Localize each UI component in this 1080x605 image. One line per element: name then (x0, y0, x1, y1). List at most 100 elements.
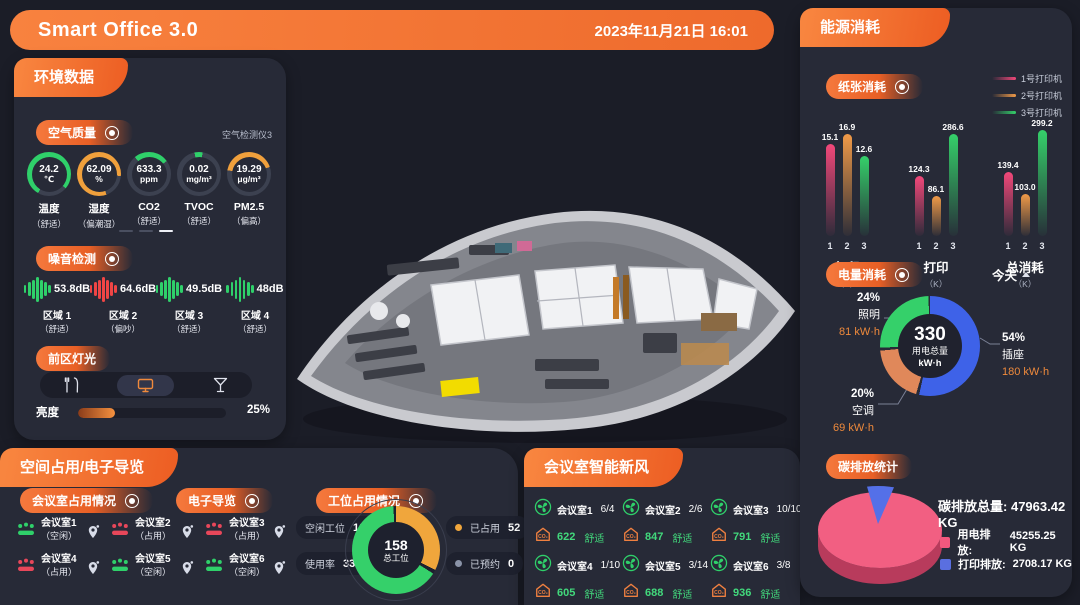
energy-panel: 能源消耗 纸张消耗 1号打印机 2号打印机 3号打印机 15.1 16.9 12… (800, 8, 1072, 597)
locate-pin-icon[interactable] (272, 560, 286, 576)
waveform-icon (155, 276, 184, 302)
chevron-up-icon (1022, 272, 1031, 277)
carbon-power-swatch (940, 536, 951, 548)
gauge-ring: 633.3 ppm (127, 152, 171, 196)
header-datetime: 2023年11月21日 16:01 (594, 22, 748, 40)
occupied-dot (455, 524, 462, 531)
air-quality-section-header: 空气质量 (36, 120, 134, 145)
co2-icon: CO₂ (534, 582, 552, 604)
reserved-stat: 已预约 0 (446, 552, 524, 575)
meeting-room-item[interactable]: 会议室4 （占用） (16, 554, 77, 578)
meeting-room-item[interactable]: 会议室5 （空闲） (110, 554, 171, 578)
power-donut-chart: 330 用电总量 kW·h (880, 296, 980, 396)
meeting-table-icon (204, 522, 224, 538)
target-icon[interactable] (895, 79, 910, 94)
power-label-lighting: 24% 照明 81 kW·h (839, 292, 880, 338)
gauge-ring: 62.09% (77, 152, 121, 196)
meeting-room-item[interactable]: 会议室2 （占用） (110, 518, 171, 542)
target-icon[interactable] (245, 493, 260, 508)
environment-panel: 环境数据 空气质量 空气检测仪3 24.2 ℃ 温度 （舒适） 62.09% 湿度（… (14, 58, 286, 440)
brightness-fill (78, 408, 115, 418)
brightness-label: 亮度 (36, 407, 59, 419)
locate-pin-icon[interactable] (86, 524, 100, 540)
meeting-table-icon (110, 522, 130, 538)
vent-room-header: 会议室1 6/4 (534, 498, 614, 521)
locate-pin-icon[interactable] (180, 560, 194, 576)
carbon-legend-print: 打印排放: 2708.17 KG (940, 556, 1072, 572)
cocktail-icon (213, 377, 227, 393)
energy-panel-title: 能源消耗 (800, 8, 951, 47)
svg-text:CO₂: CO₂ (626, 590, 636, 596)
app-title: Smart Office 3.0 (38, 18, 199, 41)
locate-pin-icon[interactable] (272, 524, 286, 540)
paper-bar-chart: 15.1 16.9 12.6 123 复印 （K） 124.3 86.1 286… (814, 118, 1058, 290)
gauge-carousel-indicator[interactable] (119, 230, 173, 232)
fan-icon (622, 498, 640, 521)
waveform-icon (226, 276, 254, 302)
noise-label: 噪音检测 (48, 252, 97, 266)
carbon-section-header: 碳排放统计 (826, 454, 913, 479)
locate-pin-icon[interactable] (86, 560, 100, 576)
mode-screen-button[interactable] (117, 374, 175, 396)
target-icon[interactable] (895, 267, 910, 282)
office-3d-floorplan[interactable] (283, 183, 807, 451)
vent-room-co2: CO₂ 791 舒适 (710, 526, 780, 548)
meeting-room-item[interactable]: 会议室3 （占用） (204, 518, 265, 542)
fan-icon (622, 554, 640, 577)
mode-dining-button[interactable] (54, 375, 89, 395)
vent-room-header: 会议室2 2/6 (622, 498, 702, 521)
air-quality-label: 空气质量 (48, 126, 97, 140)
svg-text:CO₂: CO₂ (714, 534, 724, 540)
brightness-slider[interactable] (78, 408, 226, 418)
lighting-section-header: 前区灯光 (36, 346, 111, 371)
vent-room-co2: CO₂ 936 舒适 (710, 582, 780, 604)
fan-icon (534, 498, 552, 521)
carbon-pie-chart (818, 486, 942, 584)
noise-section-header: 噪音检测 (36, 246, 134, 271)
workstation-donut-chart: 158 总工位 (345, 499, 447, 601)
noise-zone-1: 53.8dB 区域 1 （舒适） (23, 276, 90, 335)
ventilation-panel: 会议室智能新风 会议室1 6/4 CO₂ 622 舒适 会议室2 2/6 CO₂ 84… (524, 448, 802, 605)
waveform-icon (89, 276, 118, 302)
gauge-temperature: 24.2 ℃ 温度 （舒适） (26, 152, 72, 230)
paper-legend: 1号打印机 2号打印机 3号打印机 (992, 72, 1062, 119)
noise-zone-4: 48dB 区域 4 （舒适） (226, 276, 284, 335)
paper-section-header: 纸张消耗 (826, 74, 924, 99)
vent-room-header: 会议室3 10/10 (710, 498, 802, 521)
monitor-icon (138, 378, 154, 392)
gauge-ring: 24.2 ℃ (27, 152, 71, 196)
gauge-tvoc: 0.02 mg/m³ TVOC （舒适） (176, 152, 222, 230)
target-icon[interactable] (105, 125, 120, 140)
occupied-stat: 已占用 52 (446, 516, 530, 539)
meeting-table-icon (16, 522, 36, 538)
power-label: 电量消耗 (838, 268, 887, 282)
lighting-label: 前区灯光 (48, 352, 97, 366)
power-label-ac: 20% 空调 69 kW·h (833, 388, 874, 434)
gauge-humidity: 62.09% 湿度 （偏潮湿） (76, 152, 122, 230)
lighting-mode-bar (40, 372, 252, 398)
locate-pin-icon[interactable] (180, 524, 194, 540)
meeting-room-item[interactable]: 会议室1 （空闲） (16, 518, 77, 542)
meeting-occupancy-label: 会议室占用情况 (32, 494, 117, 508)
air-sensor-name: 空气检测仪3 (221, 130, 272, 140)
accent-furniture (370, 241, 737, 397)
paper-label: 纸张消耗 (838, 80, 887, 94)
meeting-room-item[interactable]: 会议室6 （空闲） (204, 554, 265, 578)
meeting-table-icon (110, 558, 130, 574)
legend-swatch-printer1 (992, 77, 1016, 80)
power-range-dropdown[interactable]: 今天 (986, 264, 1036, 285)
header-bar: Smart Office 3.0 2023年11月21日 16:01 (10, 10, 774, 50)
carbon-print-swatch (940, 558, 951, 570)
co2-icon: CO₂ (622, 526, 640, 548)
mode-party-button[interactable] (203, 375, 238, 395)
vent-room-co2: CO₂ 622 舒适 (534, 526, 604, 548)
carbon-legend-power: 用电排放: 45255.25 KG (940, 526, 1072, 558)
gauge-ring: 19.29 μg/m³ (227, 152, 271, 196)
svg-text:CO₂: CO₂ (714, 590, 724, 596)
fork-knife-icon (64, 377, 79, 393)
reserved-dot (455, 560, 462, 567)
target-icon[interactable] (105, 251, 120, 266)
target-icon[interactable] (125, 493, 140, 508)
